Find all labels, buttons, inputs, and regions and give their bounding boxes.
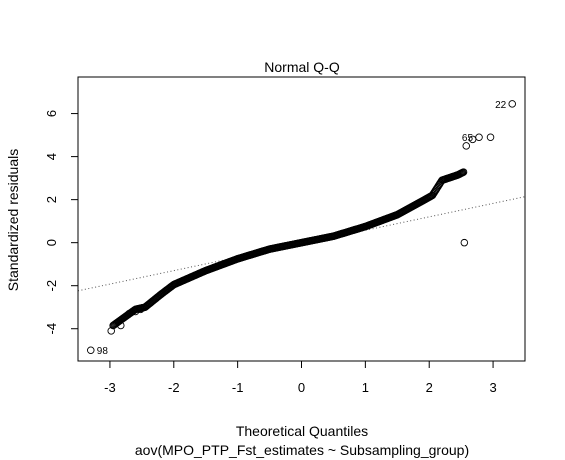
- y-axis: -4 -2 0 2 4 6: [44, 110, 79, 335]
- x-axis-title: Theoretical Quantiles: [236, 423, 368, 439]
- data-point: [87, 346, 95, 354]
- x-tick-label: -3: [104, 380, 116, 395]
- point-label: 65: [462, 133, 474, 144]
- data-point: [125, 309, 133, 318]
- x-tick-label: 1: [362, 380, 369, 395]
- y-tick-label: 6: [44, 110, 59, 117]
- data-point: [486, 133, 495, 141]
- y-tick-label: 4: [44, 153, 59, 160]
- y-tick-label: -2: [44, 280, 59, 292]
- data-points: [87, 100, 516, 354]
- plot-frame: [77, 76, 526, 362]
- data-point: [459, 168, 468, 176]
- data-point: [117, 321, 125, 330]
- data-point: [131, 307, 140, 316]
- x-tick-label: -1: [232, 380, 244, 395]
- y-tick-label: 0: [44, 239, 59, 246]
- data-point: [136, 305, 145, 314]
- x-tick-label: -2: [168, 380, 180, 395]
- point-label: 98: [97, 346, 109, 357]
- y-axis-title: Standardized residuals: [5, 149, 21, 291]
- point-annotations: 98 65 22: [97, 100, 507, 357]
- x-axis: -3 -2 -1 0 1 2 3: [104, 360, 497, 395]
- x-tick-label: 2: [426, 380, 433, 395]
- y-tick-label: -4: [44, 323, 59, 335]
- point-label: 22: [495, 100, 507, 111]
- x-tick-label: 3: [489, 380, 496, 395]
- data-point: [460, 238, 469, 247]
- x-tick-label: 0: [298, 380, 305, 395]
- y-tick-label: 2: [44, 196, 59, 203]
- data-point: [462, 142, 471, 150]
- data-point: [508, 100, 516, 108]
- data-point: [475, 133, 483, 141]
- chart-subtitle: aov(MPO_PTP_Fst_estimates ~ Subsampling_…: [135, 442, 469, 458]
- data-point: [107, 327, 115, 335]
- data-point: [468, 135, 477, 144]
- chart-title: Normal Q-Q: [264, 59, 340, 75]
